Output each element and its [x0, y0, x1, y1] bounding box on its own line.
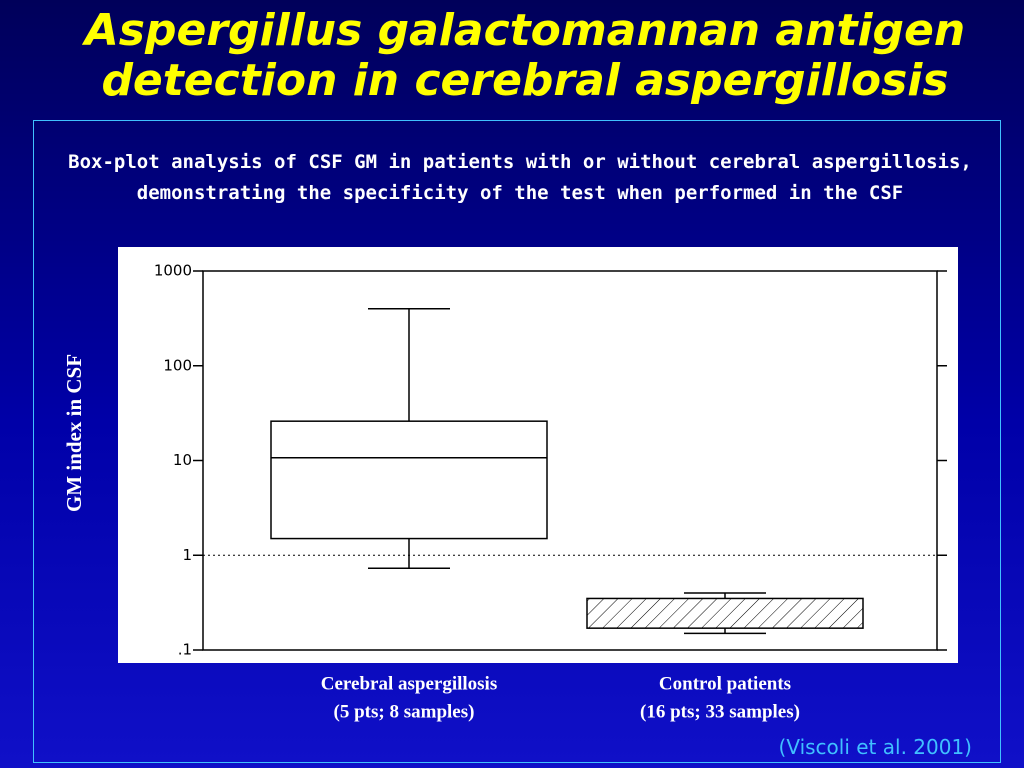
y-tick-label: 1000 — [154, 262, 192, 280]
y-tick-label: 10 — [173, 451, 192, 469]
box — [586, 597, 864, 629]
x-tick-label: Control patients — [659, 673, 791, 694]
frame — [33, 120, 1001, 763]
subtitle: Box-plot analysis of CSF GM in patients … — [68, 151, 972, 204]
title: Aspergillus galactomannan antigen detect… — [0, 6, 1024, 106]
title-line: Aspergillus galactomannan antigen — [84, 5, 966, 56]
box — [270, 420, 548, 540]
y-tick-label: 1 — [182, 546, 192, 564]
x-tick-note: (16 pts; 33 samples) — [640, 701, 800, 722]
title-line: detection in cerebral aspergillosis — [101, 55, 949, 106]
y-axis-label: GM index in CSF — [62, 354, 86, 512]
x-tick-label: Cerebral aspergillosis — [321, 673, 497, 694]
x-tick-note: (5 pts; 8 samples) — [334, 701, 475, 722]
source: (Viscoli et al. 2001) — [778, 735, 972, 759]
y-tick-label: 100 — [163, 356, 192, 374]
y-tick-label: .1 — [178, 641, 192, 659]
